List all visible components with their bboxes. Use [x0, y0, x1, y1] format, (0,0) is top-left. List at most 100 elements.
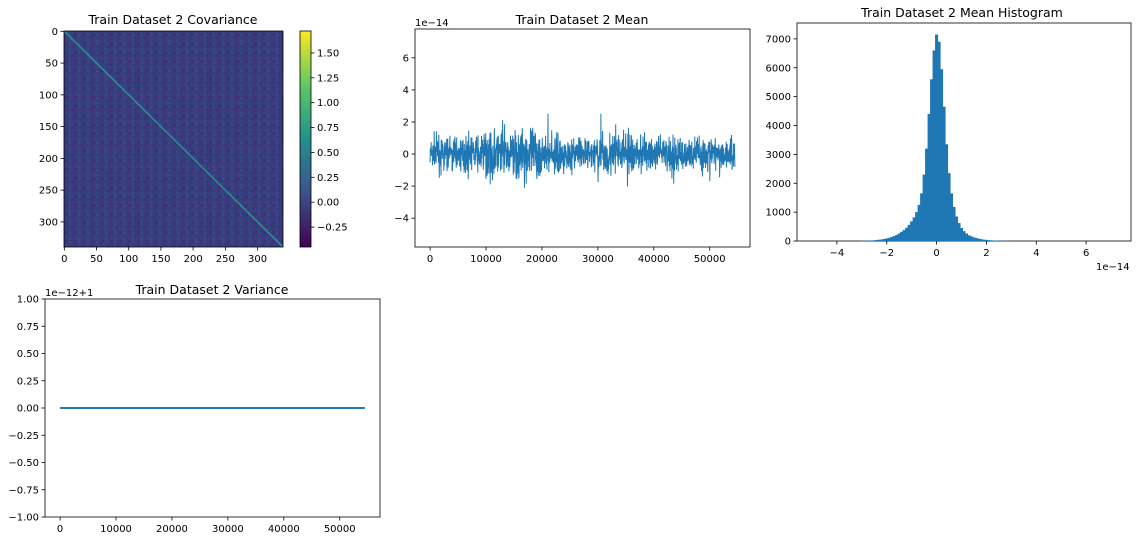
variance-panel: Train Dataset 2 Variance 1e−12+1 0 10000 2… — [8, 282, 381, 536]
histogram-bar — [932, 50, 936, 241]
histogram-title: Train Dataset 2 Mean Histogram — [860, 5, 1063, 20]
y-tick-label: 0 — [403, 150, 409, 161]
histogram-offset-text: 1e−14 — [1096, 262, 1130, 273]
histogram-bar — [982, 239, 986, 241]
y-tick-label: 3000 — [766, 150, 791, 161]
colorbar-tick-label: 0.75 — [317, 123, 339, 134]
x-tick-label: 250 — [216, 254, 235, 265]
x-tick-label: 4 — [1033, 248, 1039, 259]
y-tick-label: −2 — [394, 182, 409, 193]
y-tick-label: 0.25 — [17, 376, 39, 387]
histogram-bar — [937, 41, 941, 241]
histogram-bar — [927, 113, 931, 241]
colorbar-tick-label: 0.00 — [317, 198, 339, 209]
colorbar-frame — [299, 30, 312, 248]
x-tick-label: 0 — [427, 254, 433, 265]
colorbar-tick-label: 1.25 — [317, 73, 339, 84]
histogram-bar — [905, 227, 909, 241]
y-tick-label: 200 — [39, 154, 58, 165]
histogram-panel: Train Dataset 2 Mean Histogram −4 −2 0 2 4 6 0… — [766, 5, 1132, 273]
x-tick-label: 300 — [248, 254, 267, 265]
histogram-bar — [892, 236, 896, 241]
x-tick-label: 6 — [1083, 248, 1089, 259]
y-tick-label: 2 — [403, 117, 409, 128]
histogram-bar — [897, 233, 901, 241]
histogram-ticks: −4 −2 0 2 4 6 0 1000 2000 3000 4000 5000 6000 7000 — [766, 34, 1090, 259]
histogram-bar — [950, 193, 954, 241]
histogram-bar — [935, 34, 939, 241]
histogram-bar — [910, 221, 914, 241]
histogram-bar — [957, 223, 961, 241]
x-tick-label: 50000 — [694, 254, 726, 265]
histogram-bar — [882, 238, 886, 241]
x-tick-label: 30000 — [582, 254, 614, 265]
colorbar — [300, 31, 311, 247]
y-tick-label: −0.75 — [8, 485, 39, 496]
histogram-bar — [967, 235, 971, 241]
histogram-bar — [895, 234, 899, 241]
x-tick-label: 30000 — [212, 524, 244, 535]
colorbar-tick-label: 1.00 — [317, 98, 339, 109]
x-tick-label: 0 — [61, 254, 67, 265]
mean-series-line — [429, 113, 736, 188]
colorbar-tick-label: 0.50 — [317, 148, 339, 159]
mean-title: Train Dataset 2 Mean — [515, 12, 649, 27]
y-tick-label: 0.00 — [17, 404, 39, 415]
covariance-title: Train Dataset 2 Covariance — [87, 12, 257, 27]
mean-frame — [414, 28, 751, 248]
y-tick-label: −4 — [394, 214, 409, 225]
x-tick-label: 2 — [983, 248, 989, 259]
histogram-bar — [880, 239, 884, 241]
histogram-bar — [915, 212, 919, 241]
histogram-frame — [796, 22, 1132, 242]
y-tick-label: −1.00 — [8, 513, 39, 524]
histogram-bar — [987, 240, 991, 241]
histogram-bar — [902, 230, 906, 241]
y-tick-label: 5000 — [766, 92, 791, 103]
y-tick-label: −0.25 — [8, 431, 39, 442]
histogram-bar — [920, 193, 924, 241]
histogram-bar — [885, 238, 889, 241]
y-tick-label: 50 — [45, 59, 58, 70]
x-tick-label: −2 — [879, 248, 894, 259]
x-tick-label: 200 — [184, 254, 203, 265]
y-tick-label: 250 — [39, 186, 58, 197]
histogram-bar — [979, 239, 983, 241]
x-tick-label: 40000 — [638, 254, 670, 265]
x-tick-label: 0 — [933, 248, 939, 259]
histogram-bar — [952, 206, 956, 241]
histogram-bar — [930, 79, 934, 242]
covariance-panel: Train Dataset 2 Covariance 0 50 100 150 200 2… — [39, 12, 348, 265]
x-tick-label: 10000 — [100, 524, 132, 535]
y-tick-label: 150 — [39, 122, 58, 133]
y-tick-label: 4000 — [766, 121, 791, 132]
x-tick-label: 40000 — [268, 524, 300, 535]
histogram-bar — [925, 148, 929, 241]
variance-title: Train Dataset 2 Variance — [135, 282, 289, 297]
variance-ticks: 0 10000 20000 30000 40000 50000 1.00 0.75 0.50 0.… — [8, 295, 355, 536]
histogram-bar — [890, 236, 894, 241]
colorbar-ticks: −0.25 0.00 0.25 0.50 0.75 1.00 1.25 1.50 — [311, 48, 348, 234]
x-tick-label: 0 — [57, 524, 63, 535]
histogram-bar — [974, 238, 978, 241]
histogram-bar — [989, 240, 993, 241]
x-tick-label: −4 — [830, 248, 845, 259]
x-tick-label: 100 — [119, 254, 138, 265]
y-tick-label: 7000 — [766, 34, 791, 45]
histogram-bar — [917, 204, 921, 241]
x-tick-label: 20000 — [526, 254, 558, 265]
y-tick-label: 0 — [785, 237, 791, 248]
y-tick-label: 2000 — [766, 179, 791, 190]
y-tick-label: 0 — [52, 27, 58, 38]
histogram-bar — [959, 228, 964, 241]
histogram-bar — [872, 240, 876, 241]
covariance-ticks: 0 50 100 150 200 250 300 0 50 100 150 200 250 300 — [39, 27, 267, 265]
mean-ticks: 0 10000 20000 30000 40000 50000 6 4 2 0 −2 −4 — [394, 53, 725, 265]
histogram-bar — [955, 216, 959, 241]
y-tick-label: 6 — [403, 53, 409, 64]
histogram-bar — [900, 231, 904, 241]
x-tick-label: 50 — [90, 254, 103, 265]
y-tick-label: 0.75 — [17, 322, 39, 333]
histogram-bar — [907, 224, 911, 241]
